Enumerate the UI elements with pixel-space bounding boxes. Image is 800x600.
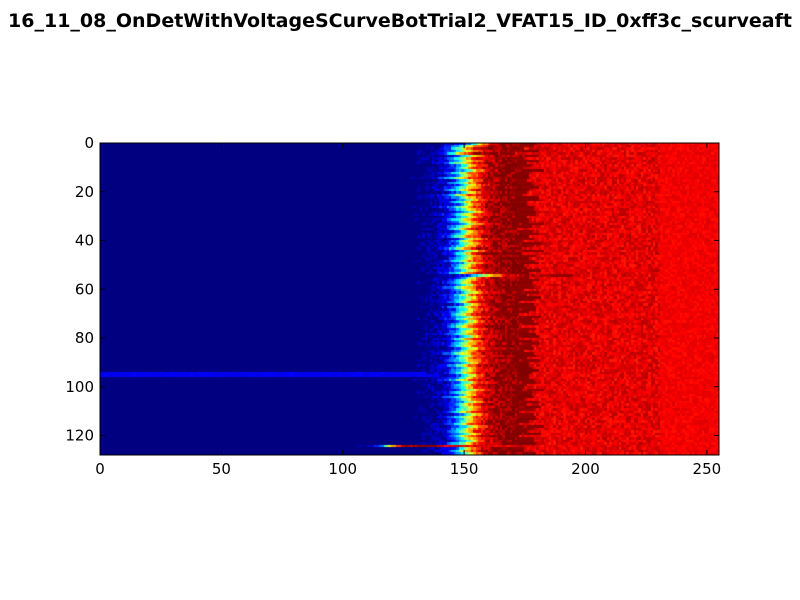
- y-tick-label: 40: [75, 232, 94, 250]
- y-tick-label: 80: [75, 329, 94, 347]
- y-axis: 0 20 40 60 80 100 120: [65, 134, 719, 445]
- x-axis: 0 50 100 150 200 250: [95, 143, 721, 478]
- x-tick-label: 200: [571, 460, 600, 478]
- plot-frame: [99, 142, 720, 456]
- y-tick-label: 100: [65, 378, 94, 396]
- x-tick-label: 150: [450, 460, 479, 478]
- x-tick-label: 0: [95, 460, 105, 478]
- x-tick-label: 100: [328, 460, 357, 478]
- x-tick-label: 50: [212, 460, 231, 478]
- plot-area: [99, 142, 720, 456]
- heatmap-image: [100, 143, 719, 455]
- chart-title: 16_11_08_OnDetWithVoltageSCurveBotTrial2…: [8, 10, 792, 32]
- y-tick-label: 60: [75, 280, 94, 298]
- y-tick-label: 20: [75, 183, 94, 201]
- y-tick-label: 120: [65, 427, 94, 445]
- heatmap-image-wrapper: [100, 143, 719, 455]
- y-tick-label: 0: [84, 134, 94, 152]
- x-tick-label: 250: [693, 460, 722, 478]
